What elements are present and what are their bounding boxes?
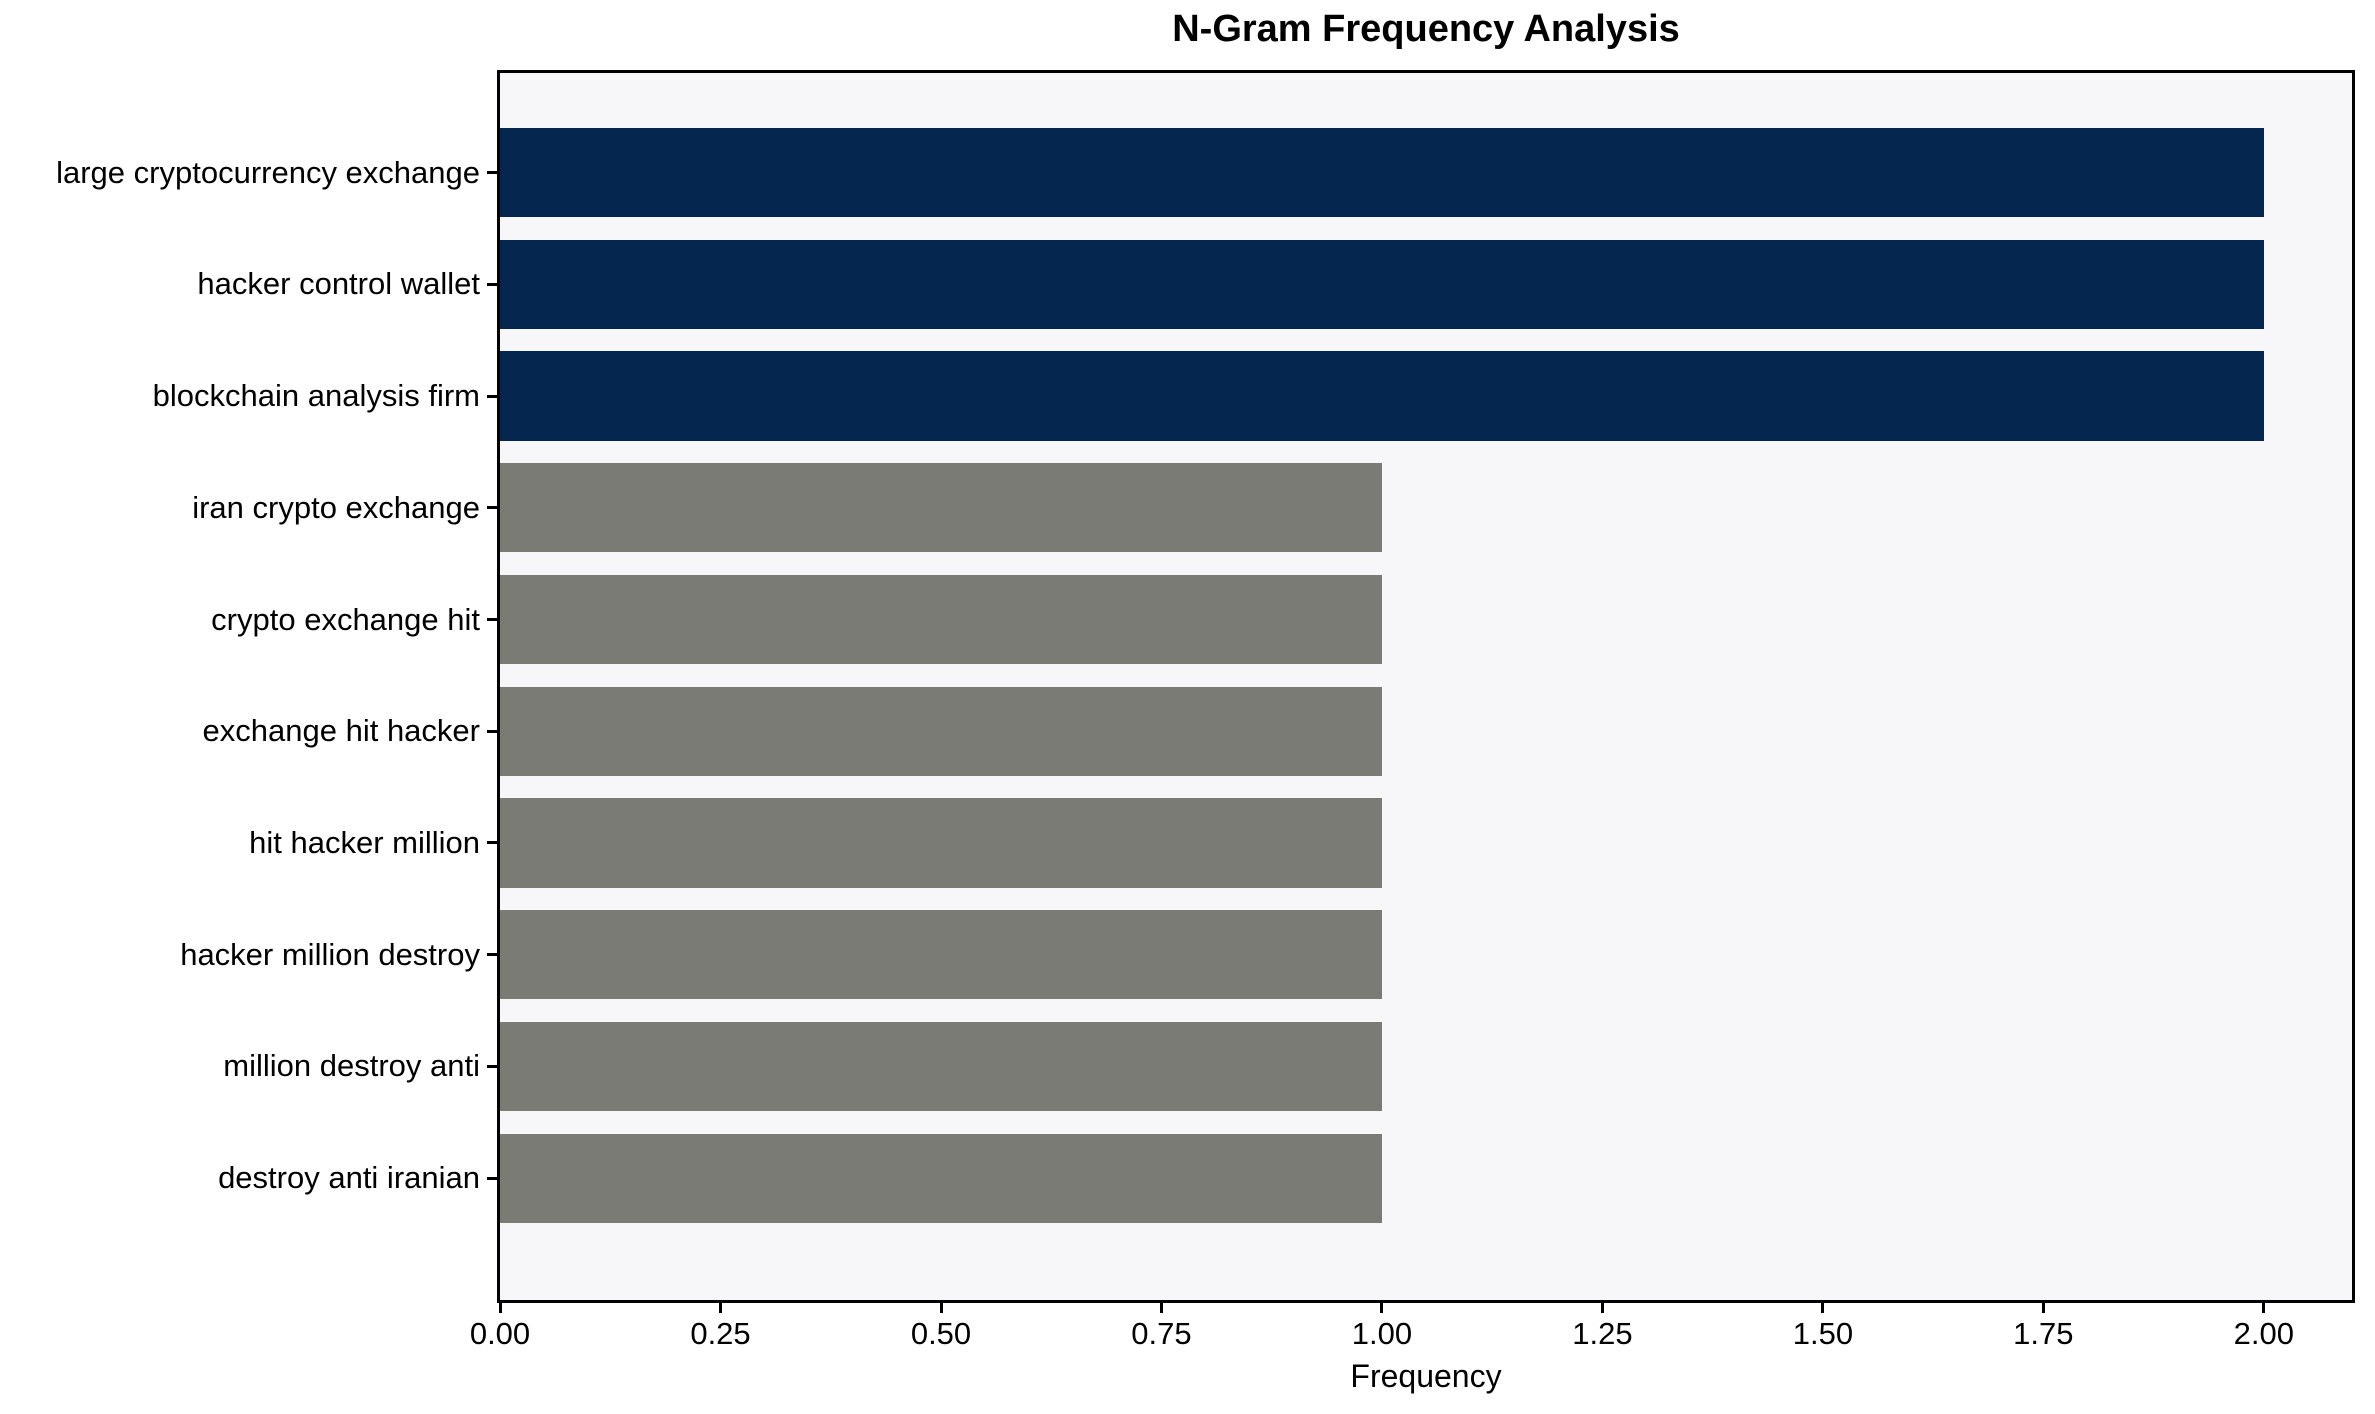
x-tick-mark	[498, 1303, 502, 1313]
bar	[500, 463, 1382, 553]
y-tick-mark	[487, 394, 497, 398]
y-tick-mark	[487, 506, 497, 510]
x-tick-label: 0.75	[1131, 1316, 1192, 1351]
y-tick-mark	[487, 282, 497, 286]
x-tick-mark	[1380, 1303, 1384, 1313]
y-tick-label: hit hacker million	[249, 824, 480, 860]
y-tick-label: large cryptocurrency exchange	[56, 154, 480, 190]
x-tick-label: 1.50	[1792, 1316, 1854, 1351]
x-tick-label: 0.00	[469, 1316, 531, 1351]
y-tick-mark	[487, 1064, 497, 1068]
bar	[500, 127, 2264, 218]
x-tick-mark	[1600, 1303, 1604, 1313]
plot-area	[497, 70, 2355, 1303]
x-tick-label: 1.75	[2013, 1316, 2074, 1351]
chart-title: N-Gram Frequency Analysis	[1172, 8, 1680, 50]
y-tick-label: iran crypto exchange	[192, 489, 480, 525]
x-tick-mark	[2041, 1303, 2045, 1313]
bar	[500, 351, 2264, 441]
bar	[500, 1021, 1382, 1112]
x-tick-label: 2.00	[2233, 1316, 2294, 1351]
bar	[500, 1133, 1382, 1223]
y-tick-label: hacker million destroy	[180, 936, 480, 972]
x-tick-label: 0.50	[910, 1316, 972, 1351]
x-tick-mark	[719, 1303, 722, 1313]
y-tick-mark	[487, 729, 497, 733]
y-tick-label: hacker control wallet	[197, 266, 480, 302]
x-tick-mark	[939, 1303, 943, 1313]
y-tick-mark	[487, 618, 497, 621]
bar	[500, 798, 1382, 888]
x-tick-label: 1.25	[1572, 1316, 1633, 1351]
bar	[500, 910, 1382, 1000]
x-axis-title: Frequency	[1350, 1358, 1502, 1394]
y-tick-label: exchange hit hacker	[202, 713, 480, 749]
y-tick-mark	[487, 171, 497, 174]
y-tick-mark	[487, 1176, 497, 1180]
x-tick-label: 0.25	[690, 1316, 751, 1351]
x-tick-mark	[1821, 1303, 1825, 1313]
bar	[500, 686, 1382, 776]
y-tick-label: million destroy anti	[223, 1048, 480, 1084]
bar	[500, 239, 2264, 329]
y-tick-label: blockchain analysis firm	[152, 378, 480, 413]
x-tick-mark	[1159, 1303, 1163, 1313]
y-tick-mark	[487, 841, 497, 845]
y-tick-label: destroy anti iranian	[218, 1160, 480, 1196]
x-tick-label: 1.00	[1351, 1316, 1413, 1351]
y-tick-label: crypto exchange hit	[211, 601, 480, 637]
bar	[500, 574, 1382, 665]
x-tick-mark	[2262, 1303, 2266, 1313]
y-tick-mark	[487, 953, 497, 957]
